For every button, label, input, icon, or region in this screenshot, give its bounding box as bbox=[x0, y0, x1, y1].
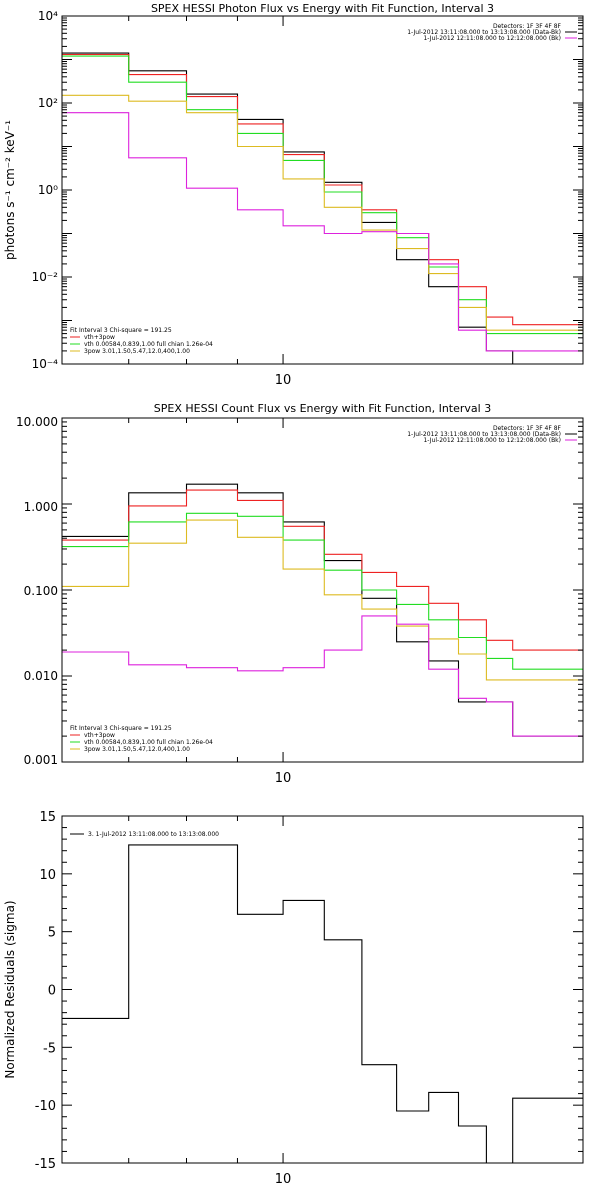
series-5-line bbox=[62, 615, 583, 737]
info-line: 1-Jul-2012 13:11:08.000 to 13:13:08.000 … bbox=[407, 431, 561, 438]
y-tick-label: 15 bbox=[39, 810, 56, 825]
y-axis-label: photons s⁻¹ cm⁻² keV⁻¹ bbox=[3, 120, 17, 260]
legend-entry: Fit Interval 3 Chi-square = 191.25 bbox=[70, 725, 172, 732]
series-3-line bbox=[62, 512, 583, 670]
y-tick-label: 0.010 bbox=[24, 669, 58, 683]
info-line: 1-Jul-2012 13:11:08.000 to 13:13:08.000 … bbox=[407, 29, 561, 36]
y-tick-label: 0 bbox=[48, 984, 56, 999]
series-2-line bbox=[62, 53, 583, 326]
legend-entry: vth+3pow bbox=[84, 732, 115, 739]
y-tick-label: 10.000 bbox=[16, 415, 58, 429]
series-3-line bbox=[62, 55, 583, 335]
y-tick-label: 5 bbox=[48, 926, 56, 941]
x-tick-label: 10 bbox=[275, 373, 292, 388]
plot-frame bbox=[61, 815, 584, 1164]
legend-entry: vth+3pow bbox=[84, 334, 115, 341]
info-line: Detectors: 1F 3F 4F 8F bbox=[493, 23, 562, 30]
y-tick-label: -15 bbox=[35, 1157, 56, 1172]
y-tick-label: 0.001 bbox=[24, 753, 58, 767]
legend-entry: 3pow 3.01,1.50,5.47,12.0,400,1.00 bbox=[84, 348, 190, 355]
chart-title: SPEX HESSI Count Flux vs Energy with Fit… bbox=[154, 402, 491, 415]
series-group bbox=[62, 52, 583, 364]
series-1-line bbox=[62, 844, 583, 1163]
legend-entry: vth 0.00584,0.839,1.00 full chian 1.26e-… bbox=[84, 341, 213, 348]
info-line: Detectors: 1F 3F 4F 8F bbox=[493, 425, 562, 432]
y-tick-label: 10 bbox=[39, 868, 56, 883]
legend-entry: Fit Interval 3 Chi-square = 191.25 bbox=[70, 327, 172, 334]
plot-frame bbox=[61, 417, 584, 763]
info-line: 1-Jul-2012 12:11:08.000 to 12:12:08.000 … bbox=[423, 35, 561, 42]
y-tick-label: 10⁴ bbox=[38, 9, 58, 23]
series-4-line bbox=[62, 519, 583, 681]
y-tick-label: 10² bbox=[38, 96, 58, 110]
chart-title: SPEX HESSI Photon Flux vs Energy with Fi… bbox=[151, 2, 494, 15]
chart-1: SPEX HESSI Photon Flux vs Energy with Fi… bbox=[3, 2, 584, 388]
series-5-line bbox=[62, 112, 583, 352]
legend-entry: 3pow 3.01,1.50,5.47,12.0,400,1.00 bbox=[84, 746, 190, 753]
y-tick-label: 10⁰ bbox=[38, 183, 58, 197]
x-tick-label: 10 bbox=[275, 771, 292, 786]
y-axis-label: Normalized Residuals (sigma) bbox=[3, 900, 17, 1078]
y-tick-label: 1.000 bbox=[24, 500, 58, 514]
legend-entry: vth 0.00584,0.839,1.00 full chian 1.26e-… bbox=[84, 739, 213, 746]
chart-3: 15 10 5 0 -5 -10 -15 10 Normalized Residuals (si… bbox=[3, 810, 584, 1187]
plot-frame bbox=[61, 15, 584, 365]
series-4-line bbox=[62, 94, 583, 331]
x-tick-label: 10 bbox=[275, 1172, 292, 1187]
y-tick-label: 10⁻⁴ bbox=[32, 357, 59, 371]
series-group bbox=[62, 844, 583, 1163]
chart-2: SPEX HESSI Count Flux vs Energy with Fit… bbox=[16, 402, 584, 786]
series-group bbox=[62, 483, 583, 737]
y-tick-label: -10 bbox=[35, 1099, 56, 1114]
series-2-line bbox=[62, 489, 583, 651]
y-tick-label: 10⁻² bbox=[32, 270, 59, 284]
y-tick-label: -5 bbox=[43, 1041, 56, 1056]
info-line: 1-Jul-2012 12:11:08.000 to 12:12:08.000 … bbox=[423, 437, 561, 444]
y-tick-label: 0.100 bbox=[24, 584, 58, 598]
legend-entry: 3. 1-Jul-2012 13:11:08.000 to 13:13:08.0… bbox=[88, 831, 219, 838]
